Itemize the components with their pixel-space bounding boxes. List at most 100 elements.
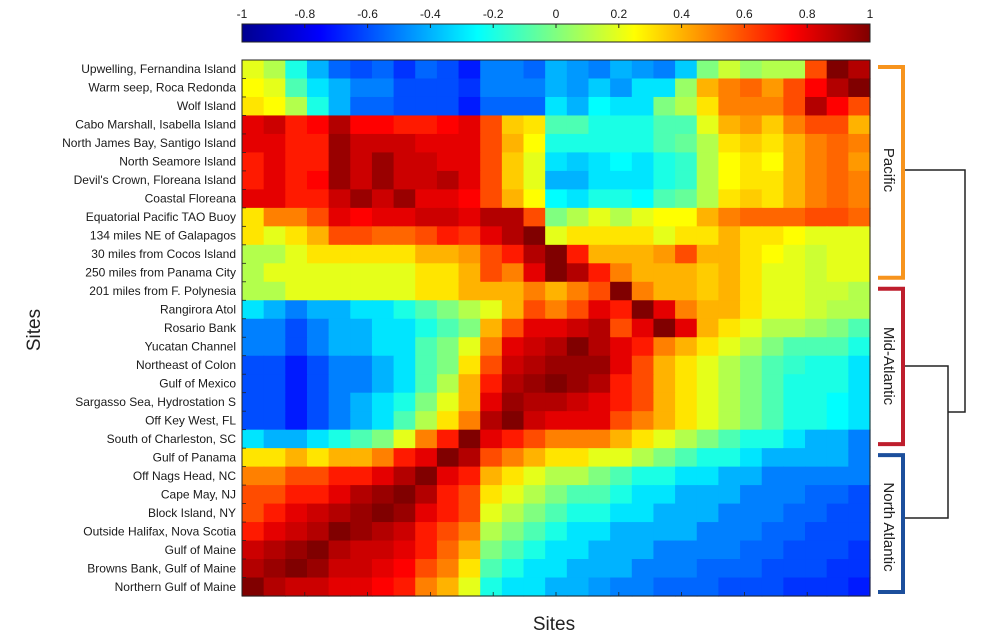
heatmap-cell xyxy=(718,226,740,245)
heatmap-cell xyxy=(242,134,264,153)
heatmap-cell xyxy=(610,522,632,541)
heatmap-cell xyxy=(307,115,329,134)
heatmap-cell xyxy=(437,559,459,578)
heatmap-cell xyxy=(718,171,740,190)
heatmap-cell xyxy=(480,282,502,301)
heatmap-cell xyxy=(783,152,805,171)
heatmap-cell xyxy=(740,467,762,486)
heatmap-cell xyxy=(242,559,264,578)
heatmap-cell xyxy=(307,541,329,560)
heatmap-cell xyxy=(264,152,286,171)
heatmap-cell xyxy=(415,485,437,504)
heatmap-cell xyxy=(329,559,351,578)
heatmap-cell xyxy=(372,115,394,134)
heatmap-cell xyxy=(285,559,307,578)
heatmap-cell xyxy=(567,134,589,153)
heatmap-cell xyxy=(805,300,827,319)
heatmap-cell xyxy=(307,134,329,153)
heatmap-cell xyxy=(567,559,589,578)
heatmap-cell xyxy=(783,208,805,227)
heatmap-cell xyxy=(697,448,719,467)
heatmap-cell xyxy=(350,171,372,190)
heatmap-cell xyxy=(437,245,459,264)
heatmap-cell xyxy=(415,60,437,79)
site-label: 201 miles from F. Polynesia xyxy=(89,284,236,298)
heatmap-cell xyxy=(610,78,632,97)
heatmap-cell xyxy=(502,559,524,578)
heatmap-cell xyxy=(653,411,675,430)
heatmap-cell xyxy=(545,356,567,375)
heatmap-cell xyxy=(242,97,264,116)
heatmap-cell xyxy=(675,374,697,393)
heatmap-cell xyxy=(415,171,437,190)
heatmap-cell xyxy=(372,541,394,560)
heatmap-cell xyxy=(632,300,654,319)
heatmap-cell xyxy=(545,115,567,134)
heatmap-cell xyxy=(675,134,697,153)
heatmap-cell xyxy=(437,578,459,597)
heatmap-cell xyxy=(740,522,762,541)
heatmap-cell xyxy=(653,337,675,356)
heatmap-cell xyxy=(805,485,827,504)
heatmap-cell xyxy=(632,171,654,190)
heatmap-cell xyxy=(697,541,719,560)
heatmap-cell xyxy=(827,263,849,282)
heatmap-cell xyxy=(480,393,502,412)
heatmap-cell xyxy=(350,522,372,541)
heatmap-cell xyxy=(718,356,740,375)
heatmap-cell xyxy=(285,430,307,449)
site-label: Outside Halifax, Nova Scotia xyxy=(83,524,236,538)
heatmap-cell xyxy=(350,541,372,560)
heatmap-cell xyxy=(480,504,502,523)
site-label: Off Key West, FL xyxy=(145,413,236,427)
heatmap-cell xyxy=(394,78,416,97)
heatmap-cell xyxy=(545,263,567,282)
heatmap-cell xyxy=(459,78,481,97)
heatmap-cell xyxy=(415,559,437,578)
heatmap-cell xyxy=(285,208,307,227)
heatmap-cell xyxy=(437,541,459,560)
heatmap-cell xyxy=(848,171,870,190)
heatmap-cell xyxy=(718,522,740,541)
heatmap-cell xyxy=(459,374,481,393)
heatmap-cell xyxy=(264,208,286,227)
heatmap-cell xyxy=(718,282,740,301)
heatmap-cell xyxy=(675,393,697,412)
heatmap-cell xyxy=(718,485,740,504)
heatmap-cell xyxy=(718,189,740,208)
heatmap-cell xyxy=(480,134,502,153)
heatmap-cell xyxy=(307,97,329,116)
heatmap-cell xyxy=(524,522,546,541)
heatmap-cell xyxy=(697,282,719,301)
heatmap-cell xyxy=(567,411,589,430)
heatmap-cell xyxy=(350,300,372,319)
heatmap-cell xyxy=(783,245,805,264)
heatmap-cell xyxy=(783,337,805,356)
heatmap-cell xyxy=(697,97,719,116)
heatmap-cell xyxy=(827,115,849,134)
heatmap-cell xyxy=(264,393,286,412)
heatmap-cell xyxy=(740,97,762,116)
heatmap-cell xyxy=(415,448,437,467)
heatmap-cell xyxy=(264,78,286,97)
heatmap-cell xyxy=(805,467,827,486)
heatmap-cell xyxy=(307,78,329,97)
heatmap-cell xyxy=(653,448,675,467)
heatmap-cell xyxy=(805,411,827,430)
heatmap-cells xyxy=(242,60,871,597)
heatmap-cell xyxy=(588,541,610,560)
heatmap-cell xyxy=(545,374,567,393)
heatmap-cell xyxy=(307,245,329,264)
heatmap-cell xyxy=(697,226,719,245)
heatmap-cell xyxy=(394,189,416,208)
heatmap-cell xyxy=(329,430,351,449)
heatmap-cell xyxy=(827,282,849,301)
heatmap-cell xyxy=(372,245,394,264)
colorbar-tick-label: 0.8 xyxy=(799,7,816,21)
heatmap-cell xyxy=(242,504,264,523)
heatmap-cell xyxy=(437,393,459,412)
heatmap-cell xyxy=(372,559,394,578)
heatmap-cell xyxy=(285,337,307,356)
heatmap-cell xyxy=(242,522,264,541)
heatmap-cell xyxy=(350,578,372,597)
